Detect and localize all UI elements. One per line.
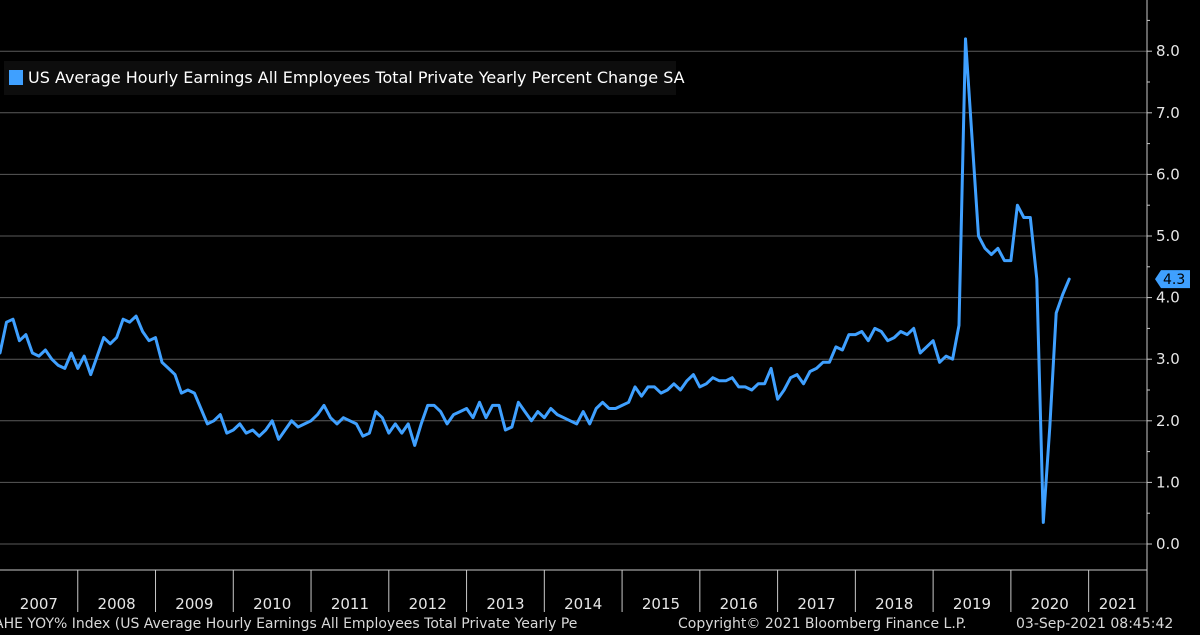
x-tick-label: 2016: [720, 595, 758, 613]
x-tick-label: 2017: [797, 595, 835, 613]
x-tick-label: 2015: [642, 595, 680, 613]
x-tick-label: 2009: [175, 595, 213, 613]
x-tick-label: 2007: [20, 595, 58, 613]
y-tick-label: 3.0: [1156, 350, 1180, 368]
legend-swatch: [9, 70, 23, 85]
x-tick-label: 2012: [409, 595, 447, 613]
y-tick-label: 5.0: [1156, 227, 1180, 245]
y-tick-label: 7.0: [1156, 104, 1180, 122]
y-tick-label: 2.0: [1156, 412, 1180, 430]
x-tick-label: 2014: [564, 595, 602, 613]
y-axis: 0.0 1.0 2.0 3.0 4.0 5.0 6.0 7.0 8.0: [1146, 0, 1180, 570]
grid-lines: [0, 50, 1147, 545]
footer-ticker: AHE YOY% Index (US Average Hourly Earnin…: [0, 616, 578, 632]
x-tick-label: 2021: [1099, 595, 1137, 613]
footer-timestamp: 03-Sep-2021 08:45:42: [1016, 616, 1174, 632]
x-tick-label: 2018: [875, 595, 913, 613]
x-tick-label: 2008: [98, 595, 136, 613]
legend[interactable]: US Average Hourly Earnings All Employees…: [4, 61, 685, 95]
x-tick-label: 2020: [1031, 595, 1069, 613]
y-tick-label: 6.0: [1156, 165, 1180, 183]
y-tick-label: 1.0: [1156, 473, 1180, 491]
y-tick-label: 0.0: [1156, 535, 1180, 553]
x-axis: 2007 2008 2009 2010 2011 2012 2013 2014 2015 2016…: [0, 569, 1148, 613]
legend-box: [4, 61, 676, 95]
footer-copyright: Copyright© 2021 Bloomberg Finance L.P.: [678, 616, 967, 632]
legend-label: US Average Hourly Earnings All Employees…: [28, 68, 685, 87]
x-tick-label: 2019: [953, 595, 991, 613]
footer: AHE YOY% Index (US Average Hourly Earnin…: [0, 614, 1200, 635]
last-value-marker: 4.3: [1155, 270, 1190, 289]
series-line: [0, 37, 1071, 524]
last-value-badge: [1155, 270, 1190, 289]
x-tick-label: 2011: [331, 595, 369, 613]
x-tick-label: 2010: [253, 595, 291, 613]
x-tick-label: 2013: [486, 595, 524, 613]
y-tick-label: 4.0: [1156, 289, 1180, 307]
y-tick-label: 8.0: [1156, 42, 1180, 60]
series-group: [0, 37, 1071, 524]
last-value-label: 4.3: [1163, 272, 1185, 288]
